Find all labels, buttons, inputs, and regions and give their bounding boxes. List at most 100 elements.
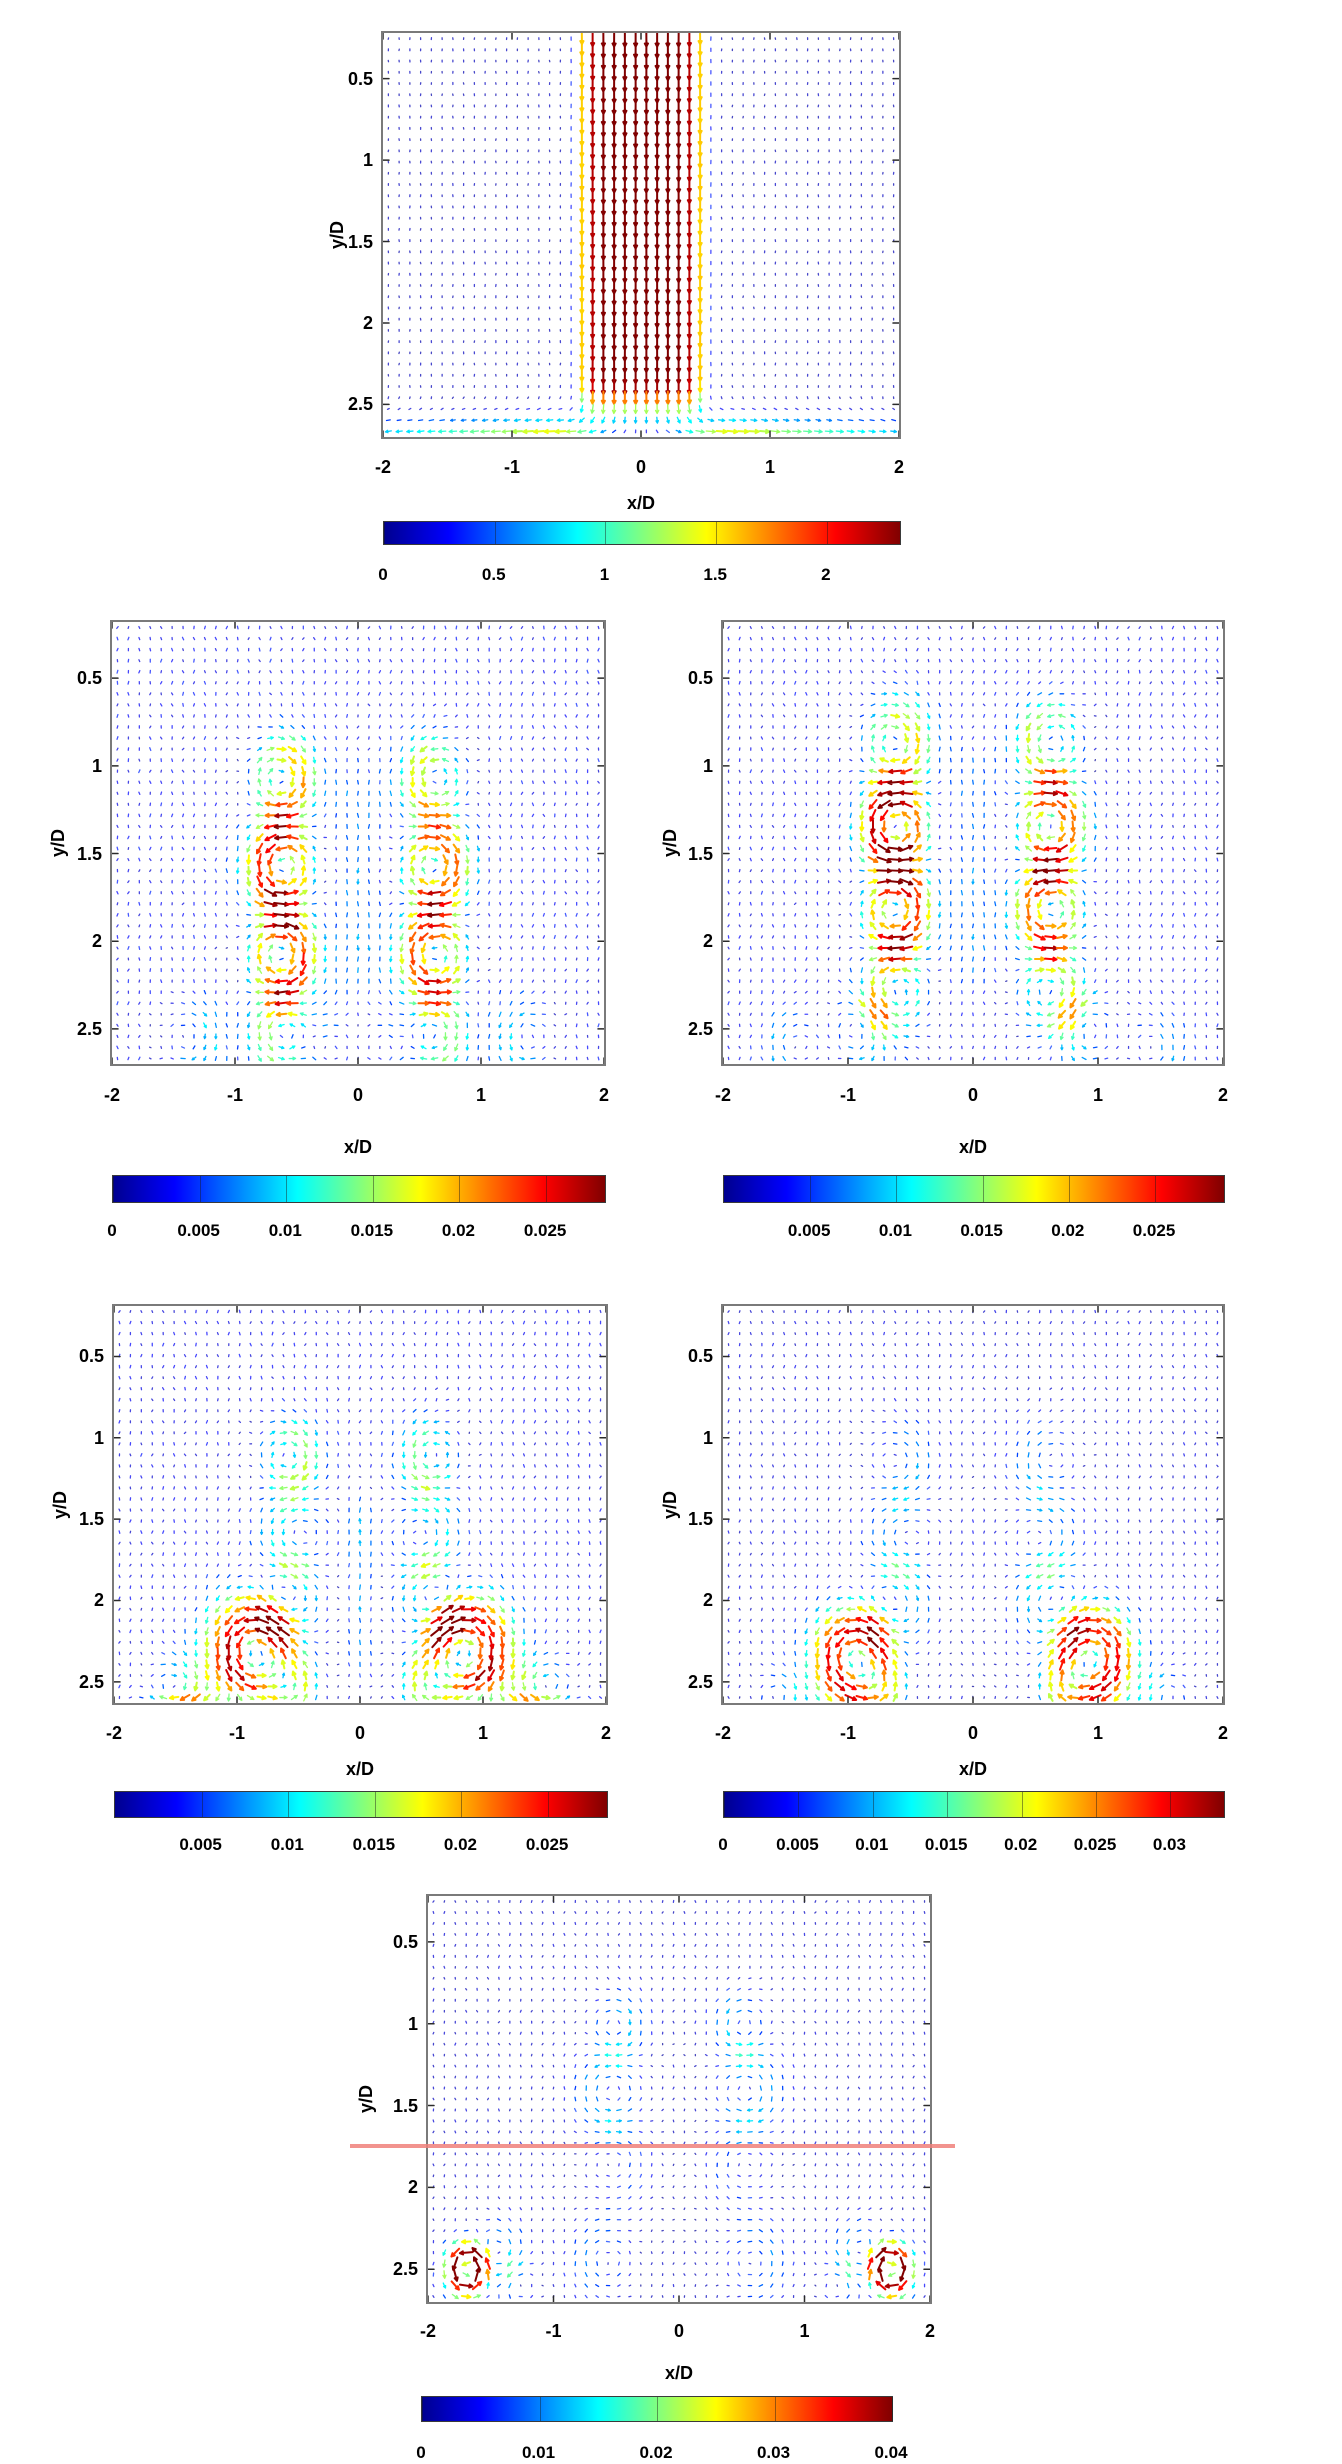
y-tick-label: 2.5 <box>78 1671 104 1692</box>
colorbar-tick-mark <box>459 1176 461 1202</box>
x-tick-label: -2 <box>714 1723 732 1743</box>
vector-field-canvas-fluctuation-e-with-line <box>428 1896 930 2302</box>
colorbar-tick-mark <box>113 1176 114 1202</box>
colorbar-tick-label: 0.015 <box>960 1221 1003 1240</box>
y-tick-label: 2 <box>702 1590 713 1611</box>
colorbar-tick-mark <box>1021 1792 1023 1817</box>
y-tick-label: 1.5 <box>687 1509 713 1530</box>
colorbar-tick-label: 0.005 <box>179 1835 222 1854</box>
colorbar-tick-label: 0.025 <box>523 1221 567 1240</box>
colorbar-tick-mark <box>548 1792 550 1817</box>
y-tick-label: 1.5 <box>78 1509 104 1530</box>
colorbar-tick-label: 0.025 <box>525 1835 569 1854</box>
y-tick-label: 0.5 <box>347 68 373 89</box>
x-tick-label: -2 <box>103 1085 121 1105</box>
y-tick-label: 2 <box>407 2177 418 2198</box>
y-tick-label: 2.5 <box>347 394 373 415</box>
x-axis-label: x/D <box>626 493 656 513</box>
colorbar-tick-mark <box>826 522 828 544</box>
colorbar-tick-label: 0.02 <box>1004 1835 1038 1854</box>
x-tick-label: -2 <box>714 1085 732 1105</box>
colorbar-tick-mark <box>1155 1176 1157 1202</box>
y-tick-label: 0.5 <box>392 1931 418 1952</box>
x-tick-label: 0 <box>967 1723 979 1743</box>
vector-field-canvas-mean-velocity <box>383 33 899 437</box>
y-tick-label: 0.5 <box>76 668 102 689</box>
colorbar-tick-label: 1.5 <box>703 565 728 584</box>
y-tick-label: 1.5 <box>687 843 713 864</box>
colorbar-tick-mark <box>286 1176 288 1202</box>
colorbar-tick-mark <box>201 1792 203 1817</box>
colorbar-tick-mark <box>657 2397 658 2421</box>
vector-field-canvas-fluctuation-a <box>112 622 604 1064</box>
y-tick-label: 0.5 <box>78 1346 104 1367</box>
x-tick-label: -1 <box>503 457 521 477</box>
colorbar-tick-label: 0.01 <box>521 2443 556 2462</box>
colorbar-tick-mark <box>774 2397 776 2421</box>
colorbar-tick-mark <box>810 1176 812 1202</box>
y-tick-label: 2.5 <box>687 1018 713 1039</box>
colorbar-tick-label: 0.02 <box>441 1221 476 1240</box>
colorbar-tick-label: 0.03 <box>1152 1835 1186 1854</box>
colorbar-fluctuation-c <box>114 1791 608 1818</box>
colorbar-tick-label: 0.015 <box>350 1221 394 1240</box>
x-tick-label: -2 <box>105 1723 123 1743</box>
x-tick-label: 2 <box>598 1085 610 1105</box>
x-tick-label: 1 <box>1092 1723 1104 1743</box>
colorbar-fluctuation-e-with-line <box>421 2396 893 2422</box>
colorbar-tick-mark <box>422 2397 423 2421</box>
y-tick-label: 1.5 <box>347 231 373 252</box>
y-axis-label: y/D <box>48 828 68 858</box>
x-tick-label: -2 <box>374 457 392 477</box>
x-tick-label: -1 <box>545 2321 562 2341</box>
y-tick-label: 2.5 <box>392 2259 418 2280</box>
annotation-line <box>350 2144 955 2149</box>
colorbar-tick-label: 0.01 <box>855 1835 889 1854</box>
y-tick-label: 1 <box>702 755 713 776</box>
colorbar-tick-label: 0.01 <box>878 1221 912 1240</box>
colorbar-tick-mark <box>982 1176 984 1202</box>
colorbar-tick-mark <box>716 522 718 544</box>
colorbar-tick-mark <box>288 1792 290 1817</box>
colorbar-tick-mark <box>605 522 607 544</box>
x-tick-label: -1 <box>839 1723 857 1743</box>
colorbar-tick-label: 0.015 <box>924 1835 968 1854</box>
y-axis-label: y/D <box>356 2084 376 2114</box>
colorbar-tick-mark <box>539 2397 541 2421</box>
vector-field-canvas-fluctuation-c <box>114 1306 606 1703</box>
y-tick-label: 2 <box>91 931 102 952</box>
colorbar-tick-label: 0.02 <box>443 1835 478 1854</box>
vector-field-canvas-fluctuation-d <box>723 1306 1223 1703</box>
y-tick-label: 2 <box>93 1590 104 1611</box>
y-tick-label: 1 <box>407 2013 418 2034</box>
x-tick-label: 2 <box>1217 1085 1229 1105</box>
y-axis-label: y/D <box>660 828 680 858</box>
x-tick-label: 1 <box>477 1723 489 1743</box>
x-tick-label: 0 <box>635 457 647 477</box>
colorbar-tick-mark <box>384 522 385 544</box>
y-tick-label: 2 <box>362 312 373 333</box>
colorbar-tick-mark <box>872 1792 874 1817</box>
y-axis-label: y/D <box>660 1490 680 1519</box>
x-tick-label: 0 <box>354 1723 366 1743</box>
x-tick-label: 2 <box>893 457 905 477</box>
x-axis-label: x/D <box>345 1759 375 1779</box>
y-tick-label: 1 <box>91 755 102 776</box>
x-tick-label: -1 <box>228 1723 246 1743</box>
x-axis-label: x/D <box>343 1137 373 1157</box>
colorbar-tick-label: 0 <box>416 2443 426 2462</box>
colorbar-tick-label: 0.04 <box>874 2443 908 2462</box>
colorbar-tick-mark <box>494 522 496 544</box>
colorbar-tick-label: 0 <box>718 1835 728 1854</box>
x-tick-label: 0 <box>673 2321 685 2341</box>
colorbar-tick-label: 0.02 <box>639 2443 673 2462</box>
y-tick-label: 1 <box>93 1427 104 1448</box>
colorbar-tick-label: 0.03 <box>756 2443 791 2462</box>
colorbar-tick-mark <box>199 1176 201 1202</box>
colorbar-tick-mark <box>1096 1792 1098 1817</box>
colorbar-tick-label: 2 <box>821 565 831 584</box>
y-tick-label: 1 <box>702 1427 713 1448</box>
colorbar-fluctuation-a <box>112 1175 606 1203</box>
x-axis-label: x/D <box>664 2363 694 2383</box>
colorbar-tick-mark <box>798 1792 800 1817</box>
